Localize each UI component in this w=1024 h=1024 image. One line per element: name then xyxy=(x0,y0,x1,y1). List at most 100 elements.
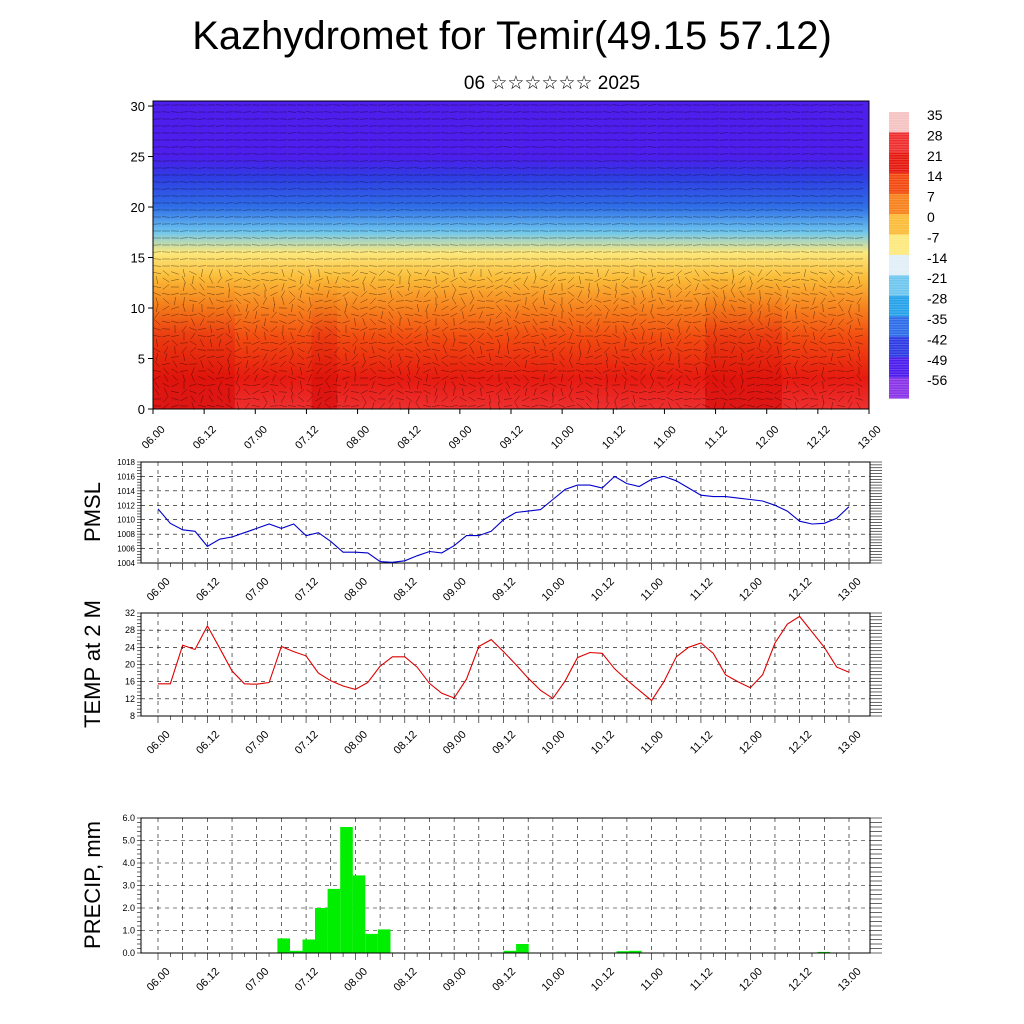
y-tick-label: 1018 xyxy=(117,458,135,467)
x-tick-label: 09.12 xyxy=(490,729,518,757)
precip-panel-bar xyxy=(516,944,529,953)
precip-panel-bar xyxy=(616,951,630,953)
precip-panel-bar xyxy=(629,950,642,954)
temp-panel-ylabel: TEMP at 2 M xyxy=(80,600,105,728)
x-tick-label: 06.00 xyxy=(145,966,173,994)
precip-panel-bar xyxy=(340,827,353,953)
colorbar-label: 35 xyxy=(927,107,943,123)
colorbar-segment xyxy=(889,193,909,215)
heatmap-band xyxy=(705,101,783,409)
y-tick-label: 2.0 xyxy=(122,903,135,913)
colorbar-segment xyxy=(889,112,909,134)
colorbar-segment xyxy=(889,336,909,358)
x-tick-label: 10.12 xyxy=(600,424,628,452)
x-tick-label: 09.12 xyxy=(498,424,526,452)
x-tick-label: 08.12 xyxy=(392,729,420,757)
x-tick-label: 09.12 xyxy=(490,966,518,994)
precip-panel-bar xyxy=(302,939,316,953)
x-tick-label: 06.12 xyxy=(194,966,222,994)
x-tick-label: 06.12 xyxy=(194,729,222,757)
x-tick-label: 13.00 xyxy=(836,729,864,757)
x-tick-label: 10.00 xyxy=(549,424,577,452)
x-tick-label: 08.00 xyxy=(344,424,372,452)
x-tick-label: 08.12 xyxy=(392,576,420,604)
y-tick-label: 4.0 xyxy=(122,858,135,868)
x-tick-label: 10.12 xyxy=(589,576,617,604)
y-tick-label: 32 xyxy=(125,608,135,618)
y-tick-label: 3.0 xyxy=(122,881,135,891)
y-tick-label: 1006 xyxy=(117,545,135,554)
y-tick-label: 1.0 xyxy=(122,926,135,936)
wind-barbs xyxy=(152,104,864,411)
x-tick-label: 06.00 xyxy=(140,424,168,452)
x-tick-label: 07.12 xyxy=(293,966,321,994)
x-tick-label: 08.12 xyxy=(395,424,423,452)
colorbar-label: -21 xyxy=(927,270,947,286)
y-tick-label: 16 xyxy=(125,677,135,687)
x-tick-label: 10.00 xyxy=(540,729,568,757)
y-tick-label: 1016 xyxy=(117,472,135,481)
colorbar-segment xyxy=(889,173,909,195)
x-tick-label: 07.00 xyxy=(243,576,271,604)
pmsl-panel-frame xyxy=(140,461,871,564)
colorbar-segment xyxy=(889,275,909,297)
y-tick-label: 1004 xyxy=(117,559,135,568)
colorbar-label: -14 xyxy=(927,250,947,266)
x-tick-label: 12.12 xyxy=(786,576,814,604)
x-tick-label: 11.12 xyxy=(703,424,730,451)
colorbar-segment xyxy=(889,152,909,174)
colorbar-label: -49 xyxy=(927,352,947,368)
y-tick-label: 6.0 xyxy=(122,813,135,823)
x-tick-label: 13.00 xyxy=(856,424,884,452)
x-tick-label: 07.00 xyxy=(243,729,271,757)
x-tick-label: 11.12 xyxy=(688,966,715,993)
y-tick-label: 28 xyxy=(125,625,135,635)
x-tick-label: 06.00 xyxy=(145,729,173,757)
heatmap-band xyxy=(311,101,338,409)
x-tick-label: 11.00 xyxy=(651,424,678,451)
y-tick-label: 24 xyxy=(125,642,135,652)
precip-panel-bar xyxy=(327,888,341,953)
x-tick-label: 08.00 xyxy=(342,966,370,994)
chart-title: Kazhydromet for Temir(49.15 57.12) xyxy=(192,14,832,58)
colorbar-label: -28 xyxy=(927,291,947,307)
y-tick-label: 1010 xyxy=(117,516,135,525)
colorbar-label: -56 xyxy=(927,372,947,388)
y-tick-label: 5.0 xyxy=(122,836,135,846)
x-tick-label: 11.00 xyxy=(639,576,666,603)
x-tick-label: 07.12 xyxy=(293,576,321,604)
y-tick-label: 1012 xyxy=(117,501,135,510)
precip-panel-bar xyxy=(377,929,391,953)
x-tick-label: 10.12 xyxy=(589,966,617,994)
x-tick-label: 13.00 xyxy=(836,966,864,994)
y-tick-label: 20 xyxy=(131,200,145,215)
x-tick-label: 09.00 xyxy=(441,729,469,757)
colorbar-segment xyxy=(889,357,909,379)
precip-panel-bar xyxy=(365,933,378,953)
x-tick-label: 07.12 xyxy=(293,424,321,452)
precip-panel-bar xyxy=(503,950,517,954)
x-tick-label: 12.00 xyxy=(737,576,765,604)
y-tick-label: 0 xyxy=(138,402,145,417)
x-tick-label: 09.00 xyxy=(447,424,475,452)
x-tick-label: 07.00 xyxy=(243,966,271,994)
x-tick-label: 11.00 xyxy=(639,966,666,993)
y-tick-label: 1008 xyxy=(117,530,135,539)
x-tick-label: 06.12 xyxy=(191,424,219,452)
pmsl-panel-ylabel: PMSL xyxy=(80,482,105,542)
x-tick-label: 12.00 xyxy=(737,966,765,994)
x-tick-label: 12.12 xyxy=(805,424,833,452)
x-tick-label: 06.12 xyxy=(194,576,222,604)
x-tick-label: 11.12 xyxy=(688,729,715,756)
y-tick-label: 1014 xyxy=(117,487,135,496)
colorbar-segment xyxy=(889,295,909,317)
x-tick-label: 10.12 xyxy=(589,729,617,757)
colorbar-segment xyxy=(889,214,909,236)
x-tick-label: 12.00 xyxy=(753,424,781,452)
colorbar-label: 14 xyxy=(927,168,943,184)
y-tick-label: 0.0 xyxy=(122,948,135,958)
colorbar-label: -7 xyxy=(927,229,940,245)
x-tick-label: 09.12 xyxy=(490,576,518,604)
precip-panel-bar xyxy=(289,950,303,954)
